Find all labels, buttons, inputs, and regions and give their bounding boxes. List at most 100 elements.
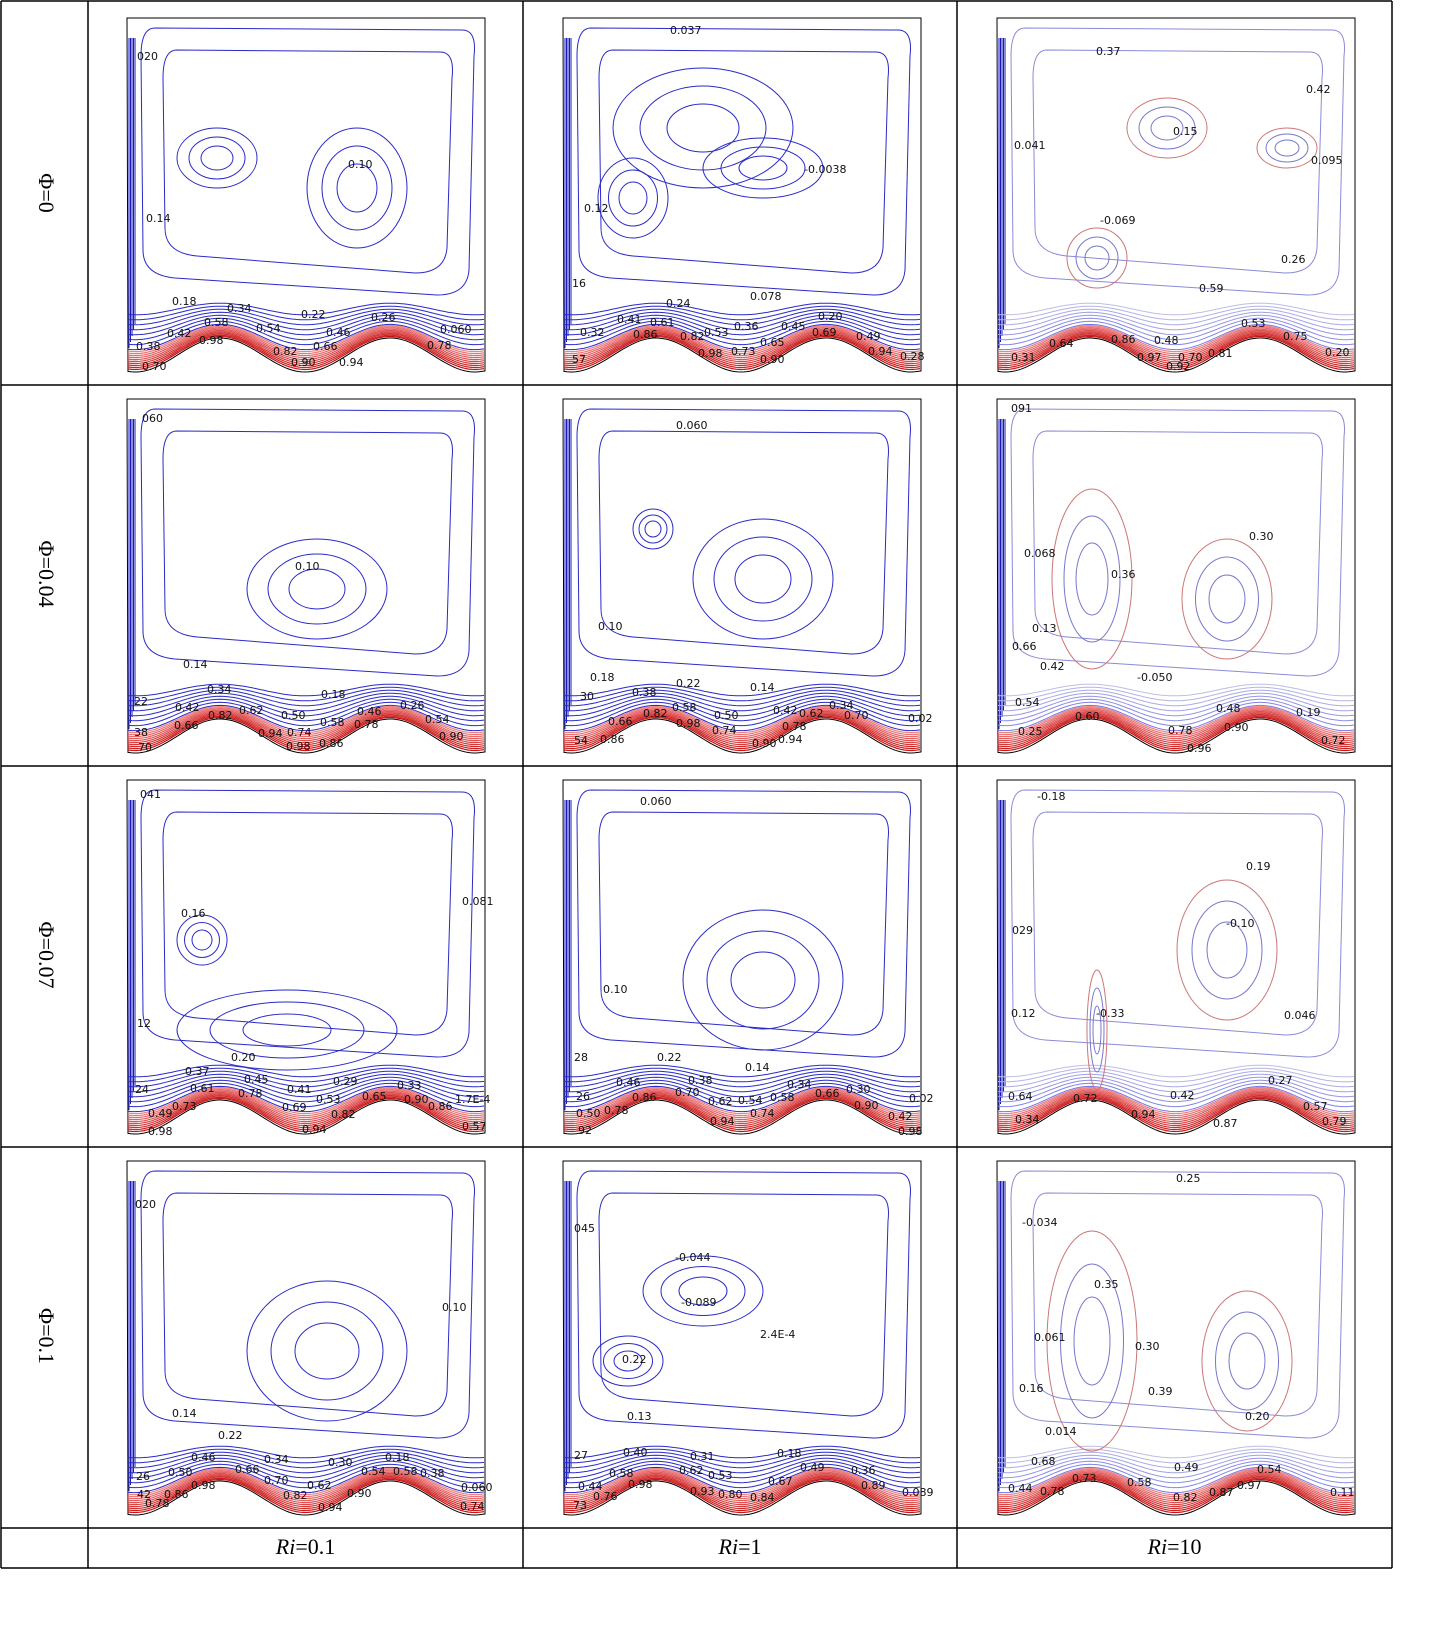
- contour-label: 0.67: [768, 1475, 793, 1488]
- row-label: Φ=0.1: [34, 1308, 59, 1364]
- contour-label: 0.060: [461, 1481, 493, 1494]
- contour-plot: 0.037-0.00380.12160.240.0780.410.610.200…: [563, 18, 925, 372]
- streamline: [1207, 922, 1247, 978]
- contour-label: 0.87: [1213, 1117, 1238, 1130]
- contour-label: 0.94: [1131, 1108, 1156, 1121]
- contour-label: 0.29: [333, 1075, 358, 1088]
- contour-plot: 045-0.044-0.0892.4E-40.220.13270.400.310…: [563, 1161, 934, 1515]
- contour-label: 0.60: [1075, 710, 1100, 723]
- contour-label: 0.97: [1137, 351, 1162, 364]
- contour-label: 0.78: [1168, 724, 1193, 737]
- contour-plot: 0.0600.100.180.220.140.38300.340.580.500…: [563, 399, 933, 753]
- contour-label: 0.34: [207, 683, 232, 696]
- contour-label: 0.94: [258, 727, 283, 740]
- streamline: [1209, 575, 1245, 623]
- contour-label: 0.98: [148, 1125, 173, 1138]
- contour-label: 1.7E-4: [455, 1093, 490, 1106]
- streamline: [1033, 431, 1323, 654]
- streamline: [707, 931, 819, 1029]
- contour-label: 0.041: [1014, 139, 1046, 152]
- streamline: [189, 137, 245, 179]
- contour-label: 0.46: [326, 326, 351, 339]
- contour-label: 0.31: [1011, 351, 1036, 364]
- contour-label: 0.54: [256, 322, 281, 335]
- contour-label: 0.02: [909, 1092, 934, 1105]
- contour-label: 0.10: [348, 158, 373, 171]
- contour-label: 0.38: [136, 340, 161, 353]
- contour-label: 0.66: [815, 1087, 840, 1100]
- streamline: [645, 521, 661, 537]
- contour-label: 0.90: [1224, 721, 1249, 734]
- contour-label: 0.70: [264, 1474, 289, 1487]
- contour-label: 0.18: [590, 671, 615, 684]
- contour-label: 041: [140, 788, 161, 801]
- contour-label: 0.46: [616, 1076, 641, 1089]
- contour-label: 0.10: [295, 560, 320, 573]
- contour-label: 0.94: [302, 1123, 327, 1136]
- contour-label: 0.86: [633, 328, 658, 341]
- streamline: [639, 515, 667, 543]
- streamline: [667, 104, 739, 152]
- contour-label: 0.66: [174, 719, 199, 732]
- contour-label: 0.70: [142, 360, 167, 373]
- contour-label: -0.0038: [804, 163, 846, 176]
- contour-label: 0.69: [812, 326, 837, 339]
- streamline: [1074, 1297, 1110, 1385]
- contour-label: 0.45: [781, 320, 806, 333]
- contour-label: 0.57: [462, 1120, 487, 1133]
- contour-label: 0.13: [627, 1410, 652, 1423]
- contour-label: 0.42: [888, 1110, 913, 1123]
- cavity-boundary: [563, 399, 921, 753]
- cavity-boundary: [997, 18, 1355, 372]
- contour-label: 0.98: [628, 1478, 653, 1491]
- contour-label: 0.078: [750, 290, 782, 303]
- contour-label: 0.18: [385, 1451, 410, 1464]
- contour-label: 0.14: [146, 212, 171, 225]
- contour-label: 0.061: [1034, 1331, 1066, 1344]
- contour-label: 0.58: [320, 716, 345, 729]
- column-label: Ri=1: [718, 1534, 762, 1559]
- streamline: [721, 147, 805, 189]
- contour-label: 0.74: [712, 724, 737, 737]
- cavity-boundary: [127, 1161, 485, 1515]
- column-value: =0.1: [295, 1534, 335, 1559]
- streamline: [599, 812, 889, 1035]
- contour-label: 38: [134, 726, 148, 739]
- contour-label: 0.62: [239, 704, 264, 717]
- contour-label: 0.22: [657, 1051, 682, 1064]
- contour-label: 0.73: [731, 345, 756, 358]
- figure: Φ=00200.100.140.180.340.220.260.580.540.…: [0, 0, 1452, 1630]
- streamline: [735, 555, 791, 603]
- cavity-boundary: [127, 780, 485, 1134]
- contour-label: 0.34: [1015, 1113, 1040, 1126]
- contour-label: 0.92: [1166, 360, 1191, 373]
- contour-label: 0.18: [777, 1447, 802, 1460]
- contour-label: 0.98: [898, 1125, 923, 1138]
- streamline: [210, 1002, 364, 1058]
- contour-label: 0.69: [282, 1101, 307, 1114]
- column-value: =10: [1167, 1534, 1201, 1559]
- contour-plot: 0410.0810.16120.200.370.450.410.290.3324…: [127, 780, 494, 1138]
- contour-label: 0.095: [1311, 154, 1343, 167]
- contour-label: 0.94: [868, 345, 893, 358]
- streamline: [192, 930, 212, 950]
- contour-label: 0.74: [287, 726, 312, 739]
- contour-label: 0.62: [307, 1479, 332, 1492]
- contour-label: 0.80: [718, 1488, 743, 1501]
- contour-label: 0.98: [191, 1479, 216, 1492]
- contour-label: 0.81: [1208, 347, 1233, 360]
- contour-label: 0.46: [357, 705, 382, 718]
- contour-label: 0.57: [1303, 1100, 1328, 1113]
- cavity-boundary: [997, 399, 1355, 753]
- contour-label: 0.64: [1049, 337, 1074, 350]
- contour-label: 0.48: [1216, 702, 1241, 715]
- streamline: [185, 923, 220, 958]
- contour-label: 0.90: [404, 1093, 429, 1106]
- contour-label: 28: [574, 1051, 588, 1064]
- contour-label: 0.30: [328, 1456, 353, 1469]
- contour-label: 0.78: [604, 1104, 629, 1117]
- contour-label: 0.060: [640, 795, 672, 808]
- contour-label: 0.49: [800, 1461, 825, 1474]
- contour-label: 0.42: [1306, 83, 1331, 96]
- contour-label: 0.59: [1199, 282, 1224, 295]
